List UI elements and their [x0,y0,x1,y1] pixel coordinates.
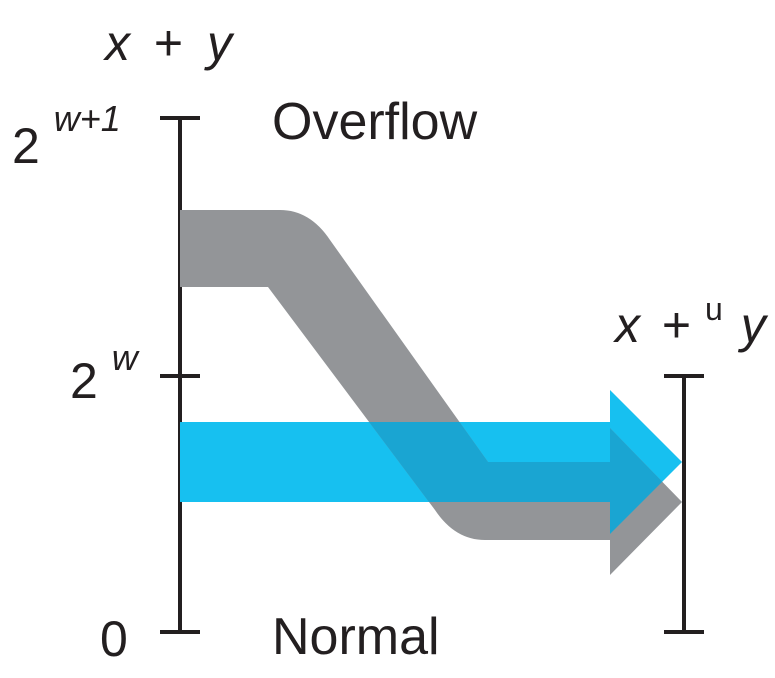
right-axis-title-y: y [738,297,769,353]
right-axis-title-op: + [662,297,691,353]
region-label-overflow: Overflow [272,93,478,151]
left-axis-title-y: y [204,15,235,71]
tick-label-zero: 0 [100,611,128,667]
left-axis-title-op: + [154,15,183,71]
right-axis-title-x: x [613,297,642,353]
tick-label-2-pow-w-plus-1: 2 w+1 [12,98,121,174]
tick-label-base: 2 [70,353,98,409]
tick-label-exponent: w [112,337,140,378]
region-label-normal: Normal [272,608,440,666]
right-axis-title-sup: u [705,291,723,327]
tick-label-base: 2 [12,118,40,174]
right-axis-title: x + u y [613,275,769,353]
overflow-case-arrow [180,210,682,575]
left-axis-title: x + y [103,15,235,71]
tick-label-2-pow-w: 2 w [70,337,140,409]
tick-label-exponent: w+1 [54,98,121,139]
left-axis-title-x: x [103,15,132,71]
